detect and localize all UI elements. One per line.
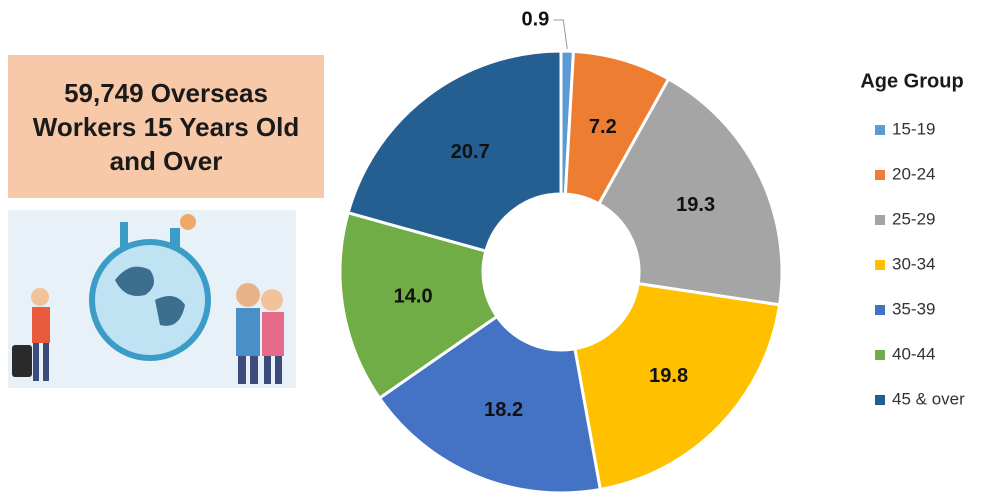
- legend-label: 15-19: [892, 119, 935, 138]
- legend-label: 20-24: [892, 164, 935, 183]
- value-label: 18.2: [484, 399, 523, 421]
- legend-swatch: [875, 125, 885, 135]
- slice: [346, 49, 563, 253]
- legend-label: 35-39: [892, 299, 935, 318]
- legend-swatch: [875, 305, 885, 315]
- slice: [573, 281, 782, 492]
- legend-label: 45 & over: [892, 389, 965, 408]
- legend-title: Age Group: [860, 70, 963, 92]
- legend-swatch: [875, 215, 885, 225]
- value-label: 0.9: [521, 8, 549, 30]
- value-label: 19.8: [649, 365, 688, 387]
- value-label: 19.3: [676, 194, 715, 216]
- illustration: [8, 210, 296, 388]
- legend-label: 25-29: [892, 209, 935, 228]
- value-label: 7.2: [589, 116, 617, 138]
- value-label: 20.7: [451, 141, 490, 163]
- slice: [338, 210, 500, 401]
- leader-line: [553, 19, 568, 50]
- legend-swatch: [875, 395, 885, 405]
- info-box: 59,749 Overseas Workers 15 Years Old and…: [8, 55, 324, 198]
- legend-swatch: [875, 170, 885, 180]
- legend-swatch: [875, 350, 885, 360]
- legend-label: 30-34: [892, 254, 935, 273]
- slice: [596, 76, 784, 307]
- legend-label: 40-44: [892, 344, 935, 363]
- legend-swatch: [875, 260, 885, 270]
- value-label: 14.0: [394, 285, 433, 307]
